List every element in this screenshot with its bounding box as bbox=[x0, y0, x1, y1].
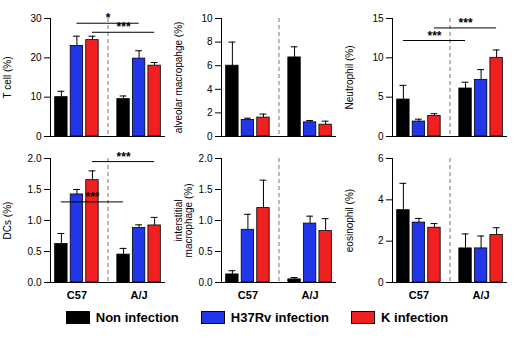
svg-text:alveolar macropahge (%): alveolar macropahge (%) bbox=[173, 22, 184, 134]
html-text:H37Rv infection: H37Rv infection bbox=[230, 310, 330, 325]
svg-text:0: 0 bbox=[378, 131, 384, 142]
svg-text:6: 6 bbox=[378, 153, 384, 164]
svg-text:*: * bbox=[106, 11, 111, 25]
svg-text:1.5: 1.5 bbox=[28, 184, 42, 195]
svg-text:1.5: 1.5 bbox=[199, 184, 213, 195]
svg-text:DCs (%): DCs (%) bbox=[2, 202, 13, 240]
svg-text:30: 30 bbox=[30, 13, 42, 24]
svg-text:0: 0 bbox=[36, 131, 42, 142]
svg-text:2: 2 bbox=[378, 235, 384, 246]
svg-text:C57: C57 bbox=[238, 289, 258, 301]
svg-text:***: *** bbox=[459, 16, 473, 30]
svg-text:A/J: A/J bbox=[302, 289, 319, 301]
svg-text:0: 0 bbox=[207, 131, 213, 142]
svg-text:4: 4 bbox=[378, 194, 384, 205]
svg-text:1.0: 1.0 bbox=[28, 215, 42, 226]
svg-text:Neutrophil (%): Neutrophil (%) bbox=[344, 46, 355, 110]
svg-text:***: *** bbox=[117, 150, 131, 164]
svg-text:10: 10 bbox=[372, 52, 384, 63]
svg-text:eosinophil (%): eosinophil (%) bbox=[344, 189, 355, 252]
svg-text:4: 4 bbox=[207, 84, 213, 95]
svg-text:***: *** bbox=[85, 190, 99, 204]
svg-text:0: 0 bbox=[378, 277, 384, 288]
svg-text:interstitialmacrophage (%): interstitialmacrophage (%) bbox=[173, 184, 194, 258]
svg-text:0.0: 0.0 bbox=[199, 277, 213, 288]
html-text:Non infection: Non infection bbox=[95, 310, 179, 325]
html-text:K infection: K infection bbox=[381, 310, 449, 325]
svg-text:A/J: A/J bbox=[131, 289, 148, 301]
svg-text:C57: C57 bbox=[67, 289, 87, 301]
svg-text:2: 2 bbox=[207, 107, 213, 118]
svg-text:2.0: 2.0 bbox=[28, 153, 42, 164]
svg-text:10: 10 bbox=[201, 13, 213, 24]
svg-text:0.0: 0.0 bbox=[28, 277, 42, 288]
svg-text:20: 20 bbox=[30, 52, 42, 63]
svg-text:***: *** bbox=[427, 29, 441, 43]
svg-text:5: 5 bbox=[378, 91, 384, 102]
svg-text:0.5: 0.5 bbox=[28, 246, 42, 257]
svg-text:A/J: A/J bbox=[473, 289, 490, 301]
svg-text:2.0: 2.0 bbox=[199, 153, 213, 164]
svg-text:10: 10 bbox=[30, 91, 42, 102]
svg-text:***: *** bbox=[117, 20, 131, 34]
svg-text:T cell (%): T cell (%) bbox=[2, 56, 13, 98]
svg-text:15: 15 bbox=[372, 13, 384, 24]
svg-text:1.0: 1.0 bbox=[199, 215, 213, 226]
svg-text:0.5: 0.5 bbox=[199, 246, 213, 257]
svg-text:8: 8 bbox=[207, 36, 213, 47]
svg-text:6: 6 bbox=[207, 60, 213, 71]
svg-text:C57: C57 bbox=[409, 289, 429, 301]
